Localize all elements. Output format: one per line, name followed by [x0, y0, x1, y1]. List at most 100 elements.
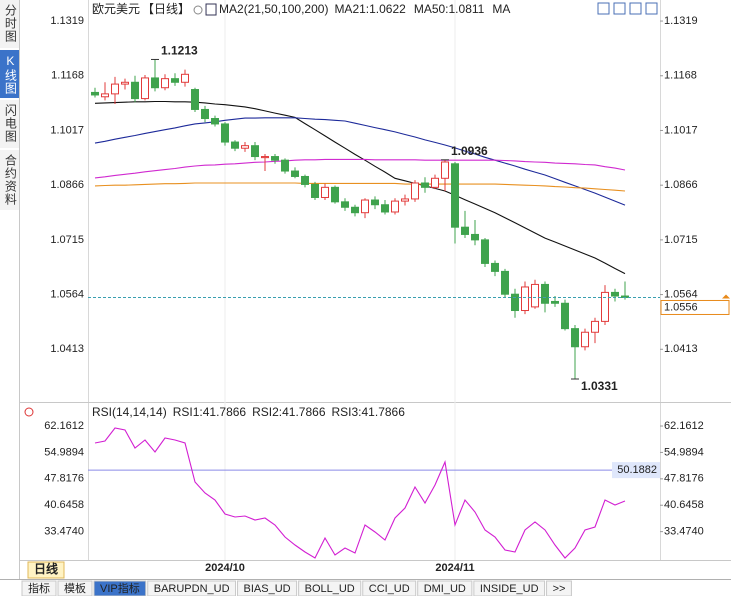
candle-body [321, 186, 329, 198]
sidebar-tab[interactable] [0, 50, 19, 98]
candle-body [541, 283, 549, 304]
legend-entry: RSI1:41.7866 [173, 405, 247, 419]
chart-title: 欧元美元 [92, 2, 140, 16]
candle-body [141, 77, 149, 100]
candle-body [391, 200, 399, 213]
candle-body [531, 283, 539, 308]
icon[interactable] [597, 2, 610, 15]
period-tab [27, 561, 65, 579]
y-tick-label: 47.8176 [44, 473, 84, 485]
y-tick-label: 62.1612 [664, 420, 704, 432]
candle-body [231, 141, 239, 149]
candle-body [501, 270, 509, 295]
candle-body [301, 175, 309, 185]
rsi-line [94, 427, 626, 559]
candle-body [401, 198, 409, 202]
footer-tab-label: 模板 [64, 581, 86, 595]
candle-body [461, 226, 469, 235]
sidebar-tab[interactable] [0, 150, 19, 210]
footer-tab[interactable] [237, 580, 298, 596]
toolbar-icons [597, 2, 658, 15]
footer-tab[interactable] [93, 580, 147, 596]
candle-body [571, 328, 579, 348]
y-tick-label: 33.4740 [44, 526, 84, 538]
indicator-label: RSI(14,14,14) [92, 405, 167, 419]
candle-body [161, 78, 169, 89]
footer-tab[interactable] [57, 580, 93, 596]
y-tick-label: 33.4740 [664, 526, 704, 538]
candle-body [491, 262, 499, 272]
reference-label: 50.1882 [617, 464, 657, 476]
y-tick-label: 1.0715 [50, 234, 84, 246]
icon[interactable] [613, 2, 626, 15]
ma-icon [205, 3, 217, 16]
footer-tab[interactable] [546, 580, 572, 596]
y-tick-label: 1.1319 [664, 15, 698, 27]
candle-body [471, 233, 479, 241]
legend-entry: MA50:1.0811 [414, 2, 485, 16]
icon[interactable] [629, 2, 642, 15]
candle-body [331, 186, 339, 203]
footer-tab[interactable] [147, 580, 237, 596]
add-icon[interactable] [193, 5, 203, 15]
ma-line [94, 158, 626, 179]
legend-entry: MA21:1.0622 [334, 2, 406, 16]
candle-body [451, 163, 459, 228]
candle-body [411, 182, 419, 200]
footer-tab-label: >> [553, 583, 566, 595]
candle-body [181, 73, 189, 83]
y-tick-label: 1.0866 [50, 179, 84, 191]
candle-body [351, 206, 359, 214]
ma-line [94, 182, 626, 192]
reference-box [612, 462, 660, 479]
candle-body [241, 145, 249, 149]
footer-tab[interactable] [473, 580, 546, 596]
y-tick-label: 1.0715 [664, 234, 698, 246]
legend-entry: MA [492, 2, 510, 16]
y-tick-label: 54.9894 [664, 446, 704, 458]
legend-entry: RSI2:41.7866 [252, 405, 326, 419]
footer-tab[interactable] [362, 580, 417, 596]
y-tick-label: 1.0413 [50, 343, 84, 355]
candle-body [581, 331, 589, 348]
sidebar-tab-label: K线图 [3, 54, 17, 95]
candle-body [521, 286, 529, 312]
candle-body [551, 300, 559, 304]
footer-tab-label: BIAS_UD [244, 583, 291, 595]
sidebar-tab[interactable] [0, 100, 19, 148]
candle-body [281, 159, 289, 172]
candle-body [511, 293, 519, 312]
last-price-arrow [722, 294, 730, 299]
high-annotation: 1.0936 [451, 144, 488, 158]
candle-body [101, 93, 109, 98]
period-label: 【日线】 [142, 2, 190, 16]
settings-icon[interactable] [24, 407, 34, 417]
y-tick-label: 40.6458 [664, 499, 704, 511]
candle-body [91, 91, 99, 96]
y-tick-label: 1.0564 [664, 288, 698, 300]
footer-tab-label: DMI_UD [424, 583, 466, 595]
footer-tab[interactable] [298, 580, 362, 596]
candle-body [421, 182, 429, 188]
icon[interactable] [645, 2, 658, 15]
y-tick-label: 40.6458 [44, 499, 84, 511]
sidebar-tab[interactable] [0, 0, 19, 48]
y-tick-label: 1.0413 [664, 343, 698, 355]
x-tick-label: 2024/11 [435, 562, 474, 574]
candle-body [151, 77, 159, 89]
low-annotation: 1.0331 [581, 379, 618, 393]
candle-body [221, 123, 229, 143]
sidebar-tab-label: 合约资料 [3, 153, 17, 206]
candle-body [611, 291, 619, 297]
footer-tab-label: CCI_UD [369, 583, 410, 595]
footer-tab[interactable] [417, 580, 473, 596]
candle-body [271, 156, 279, 161]
ma-line [94, 100, 626, 275]
high-annotation: 1.1213 [161, 44, 198, 58]
candle-body [201, 108, 209, 120]
footer-tab-label: VIP指标 [100, 581, 140, 595]
candle-body [481, 239, 489, 264]
footer-tab[interactable] [21, 580, 57, 596]
sidebar-tab-label: 分时图 [3, 4, 17, 43]
